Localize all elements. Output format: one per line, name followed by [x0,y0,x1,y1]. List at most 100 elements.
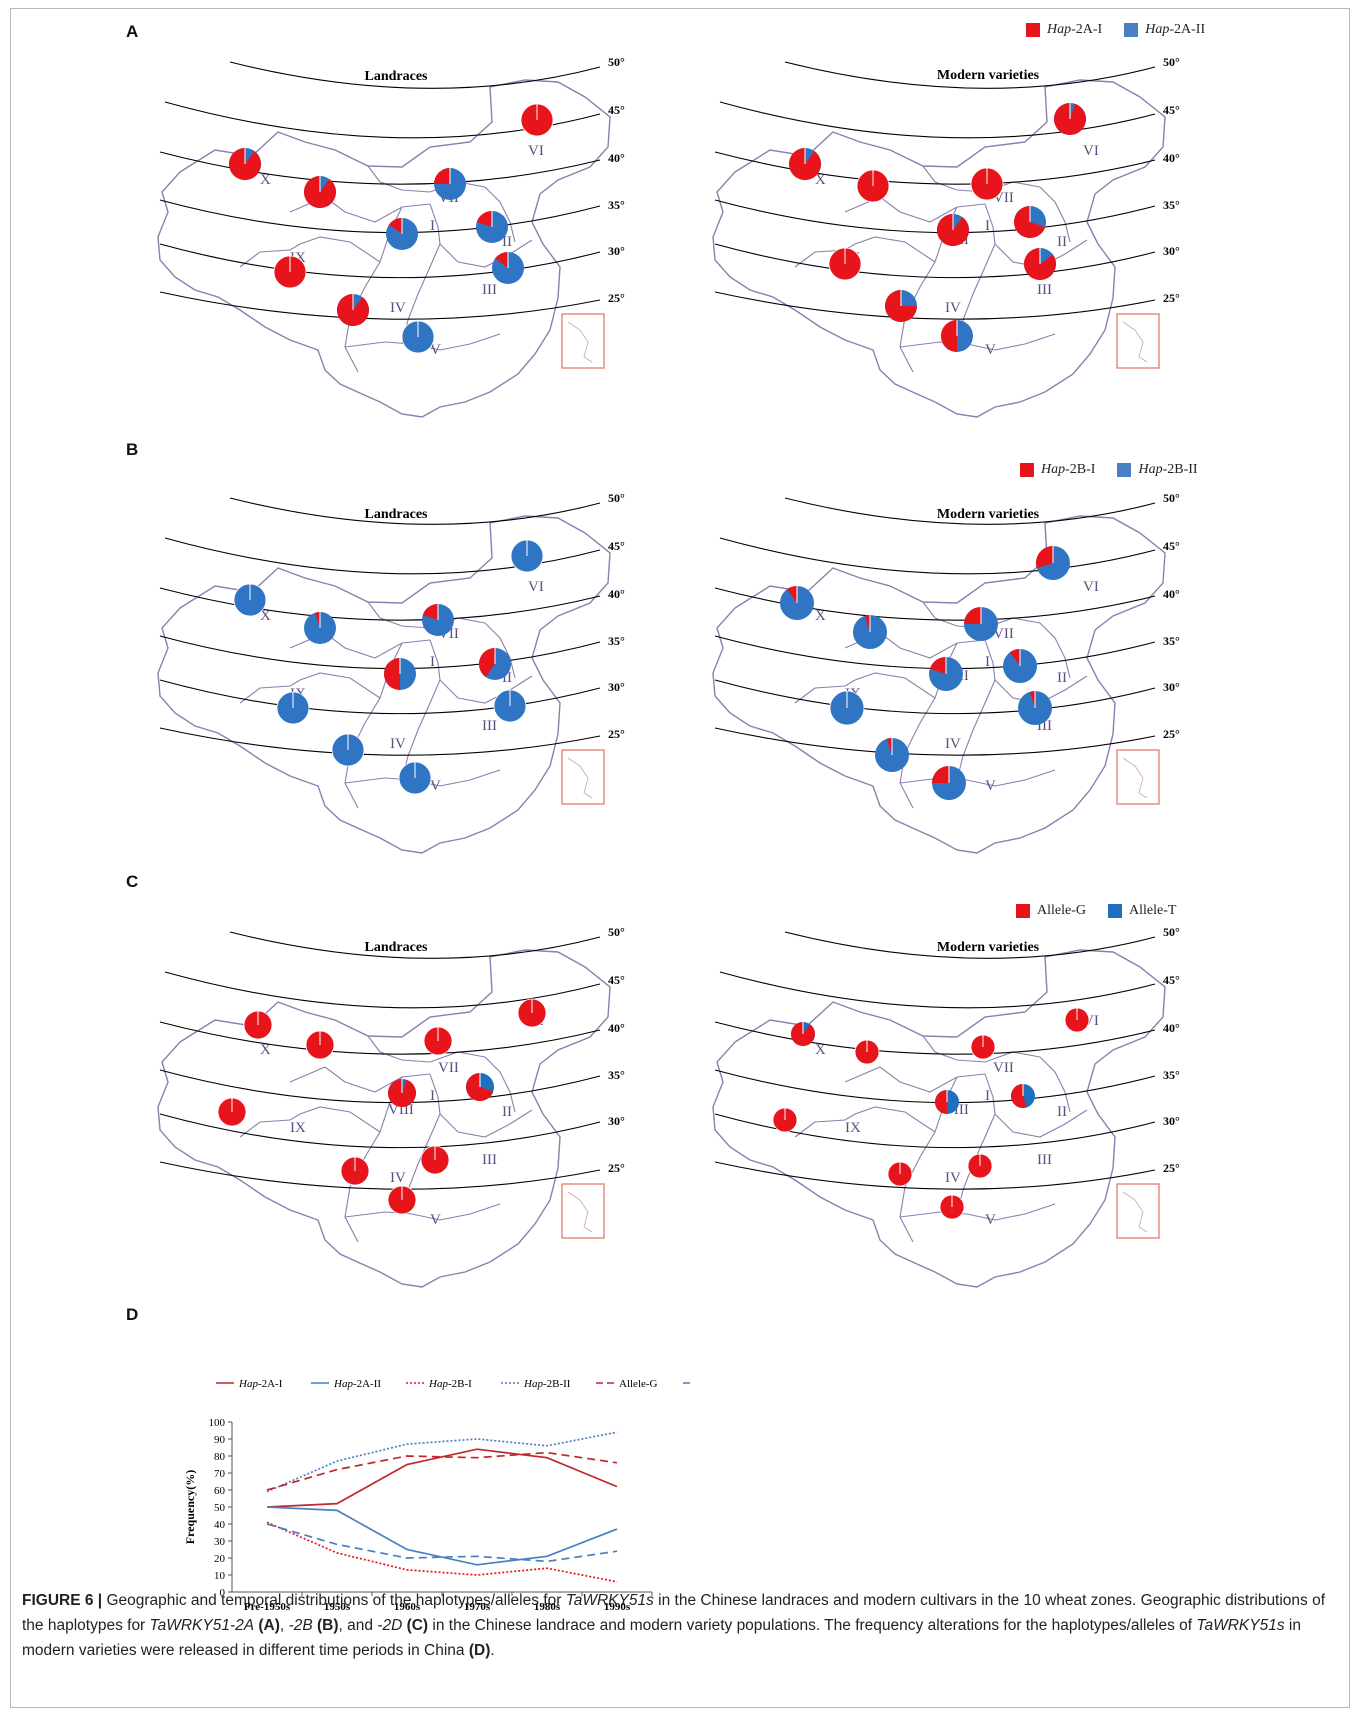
latitude-label: 25° [1163,727,1180,741]
zone-label-ii: II [502,670,512,686]
zone-boundary [922,1035,1041,1063]
pie-zone-vii [970,167,1004,201]
zone-label-iii: III [1037,1152,1052,1168]
latitude-label: 45° [608,103,625,117]
zone-label-iii: III [482,1152,497,1168]
caption-text: , and [338,1617,378,1634]
pie-zone-v [941,320,973,352]
svg-text:Hap-2A-II: Hap-2A-II [333,1378,381,1390]
legend-entry-5: Allele-T [683,1382,692,1384]
y-tick-label: 100 [209,1417,226,1429]
latitude-label: 40° [1163,151,1180,165]
pie-zone-iii [492,252,524,284]
zone-label-ii: II [502,1104,512,1120]
latitude-label: 50° [608,55,625,69]
pie-zone-vi [1054,103,1086,135]
pie-zone-iv [331,733,365,767]
legend-entry-0: Hap-2A-I [216,1378,283,1390]
zone-boundary [299,1106,381,1133]
latitude-label: 25° [608,291,625,305]
x-tick-label: 1960s [394,1601,421,1613]
svg-text:Hap-2B-II: Hap-2B-II [523,1378,571,1390]
pie-zone-iii [1018,691,1052,725]
pie-zone-iv [887,1161,913,1187]
pie-zone-ix [276,691,310,725]
pie-zone-ix [217,1097,247,1127]
pie-zone-i [386,218,418,250]
zone-boundary [794,679,856,704]
pie-zone-iii [1024,248,1056,280]
zone-boundary [922,165,1041,193]
legend-item: Hap-2A-II [1124,22,1205,38]
zone-label-i: I [985,654,990,670]
latitude-label: 50° [608,491,625,505]
panel-letter-b: B [126,440,139,459]
y-tick-label: 20 [214,1553,226,1565]
pie-zone-viii-area [853,615,887,649]
zone-boundary [1039,186,1071,243]
latitude-line [159,199,601,234]
latitude-line [714,151,1156,185]
caption-gene: -2D [377,1617,403,1634]
zone-label-vi: VI [528,579,544,595]
zone-boundary [344,1203,501,1221]
latitude-label: 40° [608,587,625,601]
y-tick-label: 40 [214,1519,226,1531]
latitude-line [714,727,1156,756]
latitude-line [164,971,601,1009]
zone-boundary [239,1113,301,1138]
x-tick-label: 1950s [324,1601,351,1613]
zone-label-ii: II [1057,234,1067,250]
pie-zone-i [384,658,416,690]
panel-letter-c: C [126,872,139,891]
pie-zone-ix [772,1107,798,1133]
pie-zone-v [398,761,432,795]
zone-boundary [854,1106,936,1133]
zone-label-v: V [430,342,441,358]
latitude-label: 45° [1163,103,1180,117]
zone-label-ii: II [1057,670,1067,686]
y-tick-label: 80 [214,1451,226,1463]
series-line-0 [266,1448,618,1508]
y-tick-label: 0 [220,1587,226,1599]
y-tick-label: 30 [214,1536,226,1548]
zone-label-i: I [985,1088,990,1104]
latitude-line [159,1069,601,1104]
zone-boundary [984,639,1088,704]
zone-label-iv: IV [390,736,406,752]
pie-zone-v [401,320,435,354]
latitude-label: 50° [608,925,625,939]
caption-ref: (A) [258,1617,280,1634]
caption-gene: TaWRKY51-2A [149,1617,255,1634]
zone-label-vi: VI [528,143,544,159]
zone-label-x: X [815,608,826,624]
zone-boundary [984,1073,1088,1138]
latitude-line [714,291,1156,320]
map-b-landraces: 50°45°40°35°30°25°XVIVIIVIIIIIIIIIIVVIX [157,491,625,854]
pie-zone-i [935,1090,959,1114]
zone-label-vii: VII [438,1060,459,1076]
pie-zone-ix [828,247,862,281]
zone-boundary [484,1056,516,1113]
zone-label-viii: VIII [388,1102,414,1118]
latitude-label: 25° [608,727,625,741]
y-tick-label: 50 [214,1502,226,1514]
zone-label-iv: IV [390,300,406,316]
zone-boundary [289,1066,431,1093]
pie-zone-v [939,1194,965,1220]
latitude-line [164,537,601,575]
pie-zone-ii [479,648,511,680]
latitude-line [714,679,1156,715]
latitude-line [719,537,1156,575]
latitude-line [714,587,1156,621]
zone-label-iii: III [1037,282,1052,298]
latitude-label: 45° [608,539,625,553]
latitude-label: 40° [1163,587,1180,601]
zone-label-vi: VI [1083,579,1099,595]
latitude-line [159,587,601,621]
y-axis-label: Frequency(%) [183,1470,197,1544]
zone-boundary [854,672,936,699]
latitude-label: 25° [608,1161,625,1175]
map-title-c-landraces: Landraces [365,940,429,955]
pie-zone-vi [1064,1007,1090,1033]
